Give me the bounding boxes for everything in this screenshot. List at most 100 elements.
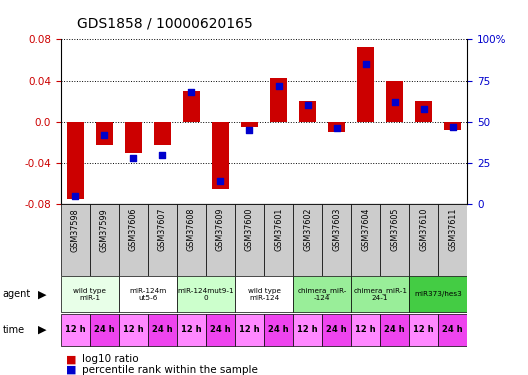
Bar	[183, 91, 200, 122]
Bar	[177, 314, 206, 346]
Bar	[90, 204, 119, 276]
Text: GSM37606: GSM37606	[129, 208, 138, 251]
Bar	[444, 122, 461, 130]
Text: 24 h: 24 h	[326, 326, 347, 334]
Text: 12 h: 12 h	[355, 326, 376, 334]
Point	[100, 132, 109, 138]
Bar	[293, 276, 351, 312]
Text: ■: ■	[66, 354, 77, 364]
Text: percentile rank within the sample: percentile rank within the sample	[82, 365, 258, 375]
Bar	[61, 314, 90, 346]
Bar	[415, 101, 432, 122]
Text: GSM37611: GSM37611	[448, 208, 457, 251]
Bar	[206, 314, 235, 346]
Text: 12 h: 12 h	[65, 326, 86, 334]
Bar	[299, 101, 316, 122]
Text: 24 h: 24 h	[384, 326, 405, 334]
Bar	[322, 204, 351, 276]
Bar	[357, 46, 374, 122]
Bar	[380, 204, 409, 276]
Text: 24 h: 24 h	[152, 326, 173, 334]
Bar	[293, 204, 322, 276]
Text: ▶: ▶	[38, 290, 46, 299]
Bar	[351, 276, 409, 312]
Text: GSM37607: GSM37607	[158, 208, 167, 251]
Text: 24 h: 24 h	[94, 326, 115, 334]
Bar	[409, 204, 438, 276]
Point	[361, 61, 370, 67]
Bar	[235, 276, 293, 312]
Text: time: time	[3, 325, 25, 335]
Bar	[148, 314, 177, 346]
Text: log10 ratio: log10 ratio	[82, 354, 138, 364]
Text: GSM37602: GSM37602	[303, 208, 312, 251]
Bar	[235, 314, 264, 346]
Text: chimera_miR-
-124: chimera_miR- -124	[297, 288, 347, 301]
Bar	[235, 204, 264, 276]
Bar	[438, 314, 467, 346]
Bar	[119, 204, 148, 276]
Text: GSM37600: GSM37600	[245, 208, 254, 251]
Bar	[119, 314, 148, 346]
Bar	[328, 122, 345, 132]
Text: 12 h: 12 h	[239, 326, 260, 334]
Point	[216, 178, 225, 184]
Text: 12 h: 12 h	[123, 326, 144, 334]
Bar	[148, 204, 177, 276]
Text: 24 h: 24 h	[268, 326, 289, 334]
Text: GSM37601: GSM37601	[274, 208, 283, 251]
Text: GSM37598: GSM37598	[71, 208, 80, 252]
Text: GSM37604: GSM37604	[361, 208, 370, 251]
Point	[187, 89, 196, 95]
Text: 12 h: 12 h	[181, 326, 202, 334]
Text: ■: ■	[66, 365, 77, 375]
Bar	[438, 204, 467, 276]
Bar	[264, 204, 293, 276]
Bar	[61, 204, 90, 276]
Text: GSM37610: GSM37610	[419, 208, 428, 251]
Point	[129, 155, 137, 161]
Text: miR-124mut9-1
0: miR-124mut9-1 0	[177, 288, 234, 301]
Bar	[322, 314, 351, 346]
Bar	[61, 276, 119, 312]
Bar	[241, 122, 258, 127]
Bar	[270, 78, 287, 122]
Bar	[125, 122, 142, 153]
Bar	[351, 314, 380, 346]
Text: GSM37603: GSM37603	[332, 208, 341, 251]
Bar	[386, 81, 403, 122]
Text: wild type
miR-124: wild type miR-124	[248, 288, 280, 301]
Bar	[177, 204, 206, 276]
Bar	[264, 314, 293, 346]
Text: GSM37609: GSM37609	[216, 208, 225, 251]
Text: GSM37605: GSM37605	[390, 208, 399, 251]
Bar	[409, 314, 438, 346]
Bar	[177, 276, 235, 312]
Text: miR-124m
ut5-6: miR-124m ut5-6	[129, 288, 166, 301]
Bar	[293, 314, 322, 346]
Bar	[212, 122, 229, 189]
Text: 24 h: 24 h	[210, 326, 231, 334]
Point	[71, 193, 80, 199]
Text: agent: agent	[3, 290, 31, 299]
Text: 24 h: 24 h	[442, 326, 463, 334]
Point	[245, 127, 254, 133]
Bar	[206, 204, 235, 276]
Point	[420, 106, 428, 112]
Text: ▶: ▶	[38, 325, 46, 335]
Bar	[119, 276, 177, 312]
Text: GSM37599: GSM37599	[100, 208, 109, 252]
Bar	[67, 122, 84, 199]
Bar	[154, 122, 171, 145]
Text: GSM37608: GSM37608	[187, 208, 196, 251]
Point	[303, 102, 312, 108]
Text: 12 h: 12 h	[413, 326, 434, 334]
Bar	[409, 276, 467, 312]
Point	[391, 99, 399, 105]
Text: 12 h: 12 h	[297, 326, 318, 334]
Bar	[96, 122, 113, 145]
Point	[333, 126, 341, 132]
Text: GDS1858 / 10000620165: GDS1858 / 10000620165	[77, 17, 252, 31]
Text: wild type
miR-1: wild type miR-1	[73, 288, 106, 301]
Bar	[351, 204, 380, 276]
